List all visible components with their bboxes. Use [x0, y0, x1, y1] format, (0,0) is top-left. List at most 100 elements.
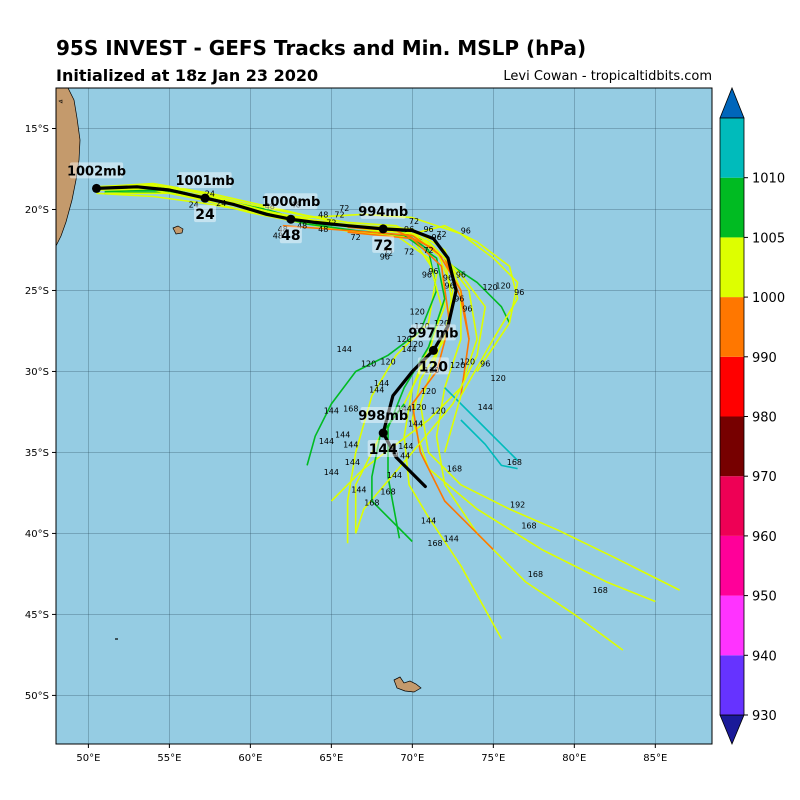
member-hour-label: 96 — [461, 227, 471, 236]
mean-track-labels: 1002mb1001mb241000mb48994mb72997mb120998… — [67, 162, 458, 458]
mean-hour-label: 24 — [195, 207, 215, 223]
mean-hour-label: 72 — [373, 238, 392, 254]
member-hour-label: 168 — [528, 570, 543, 579]
member-hour-label: 96 — [432, 233, 442, 242]
member-hour-label: 72 — [404, 248, 414, 257]
colorbar-segment — [720, 416, 744, 477]
member-hour-label: 120 — [434, 319, 449, 328]
mslp-colorbar: 930 940 950 960 970 980 990 1000 1005 1010 — [719, 86, 785, 746]
member-hour-label: 48 — [278, 225, 288, 234]
colorbar-segment — [720, 118, 744, 178]
colorbar-tick-label: 980 — [752, 411, 777, 426]
member-hour-label: 48 — [265, 202, 275, 211]
colorbar-tick-label: 1000 — [752, 291, 785, 306]
colorbar-segment — [720, 356, 744, 417]
member-hour-label: 48 — [297, 222, 307, 231]
colorbar-segment — [720, 237, 744, 298]
member-hour-label: 120 — [411, 403, 426, 412]
member-hour-label: 144 — [369, 385, 384, 394]
colorbar-segment — [720, 595, 744, 656]
longitude-axis: 50°E 55°E 60°E 65°E 70°E 75°E 80°E 85°E — [76, 744, 667, 764]
y-tick-label: 40°S — [25, 529, 49, 540]
member-hour-label: 24 — [216, 199, 226, 208]
mean-mslp-label: 1002mb — [67, 164, 126, 179]
mean-hour-label: 144 — [369, 442, 398, 458]
ensemble-member-track — [444, 387, 519, 462]
mslp-label-bg — [178, 172, 232, 189]
member-hour-label: 48 — [318, 225, 328, 234]
mean-mslp-label: 997mb — [408, 326, 458, 341]
hour-label-bg — [417, 357, 449, 375]
mslp-label-bg — [360, 407, 406, 424]
member-hour-label: 72 — [383, 249, 393, 258]
member-hour-label: 144 — [337, 345, 352, 354]
hour-label-bg — [279, 226, 302, 244]
member-hour-label: 144 — [408, 419, 423, 428]
member-hour-label: 72 — [339, 204, 349, 213]
colorbar-tick-label: 930 — [752, 709, 777, 724]
ensemble-member-track — [96, 182, 438, 544]
colorbar-tick-label: 940 — [752, 649, 777, 664]
mslp-label-bg — [69, 162, 124, 179]
member-hour-label: 120 — [410, 308, 425, 317]
member-hour-label: 120 — [397, 335, 412, 344]
colorbar-tick-label: 990 — [752, 351, 777, 366]
member-hour-label: 120 — [450, 361, 465, 370]
hour-label-bg — [372, 235, 395, 253]
mean-mslp-label: 1000mb — [261, 195, 320, 210]
mean-track-point — [378, 428, 388, 438]
mslp-label-bg — [360, 202, 406, 219]
mean-mslp-label: 1001mb — [175, 174, 234, 189]
x-tick-label: 75°E — [481, 753, 505, 764]
mean-track-point — [378, 224, 388, 234]
init-time: Initialized at 18z Jan 23 2020 — [56, 66, 319, 85]
ensemble-member-track — [347, 231, 494, 551]
member-hour-label: 120 — [380, 358, 395, 367]
ensemble-member-track — [96, 184, 486, 534]
mean-track-point — [91, 183, 101, 193]
y-tick-label: 45°S — [25, 610, 49, 621]
member-hour-label: 120 — [491, 374, 506, 383]
member-hour-label: 144 — [343, 440, 358, 449]
colorbar-tick-label: 970 — [752, 470, 777, 485]
member-hour-label: 120 — [482, 283, 497, 292]
member-hour-label: 144 — [351, 486, 366, 495]
member-hour-label: 120 — [414, 322, 429, 331]
chart-title: 95S INVEST - GEFS Tracks and Min. MSLP (… — [56, 36, 587, 60]
colorbar-tick-label: 950 — [752, 590, 777, 605]
member-hour-label: 144 — [397, 405, 412, 414]
x-tick-label: 80°E — [562, 753, 586, 764]
member-hour-label: 144 — [319, 437, 334, 446]
x-tick-label: 50°E — [76, 753, 100, 764]
mean-track-point — [286, 214, 296, 224]
colorbar-low-arrow — [719, 714, 745, 746]
mean-hour-label: 48 — [281, 228, 300, 244]
member-hour-label: 96 — [445, 282, 455, 291]
member-hour-label: 144 — [395, 452, 410, 461]
member-hour-label: 144 — [398, 442, 413, 451]
member-hour-label: 96 — [514, 288, 524, 297]
member-hour-label: 72 — [351, 233, 361, 242]
member-hour-label: 120 — [460, 358, 475, 367]
x-tick-label: 70°E — [400, 753, 424, 764]
member-hour-label: 168 — [507, 458, 522, 467]
colorbar-segment — [720, 655, 744, 715]
colorbar-high-arrow — [719, 86, 745, 119]
member-hour-label: 96 — [480, 359, 490, 368]
x-tick-label: 65°E — [319, 753, 343, 764]
mean-mslp-label: 994mb — [358, 205, 408, 220]
mean-mslp-label: 998mb — [358, 409, 408, 424]
y-tick-label: 15°S — [25, 124, 49, 135]
member-hour-label: 96 — [456, 270, 466, 279]
member-hour-label: 168 — [447, 465, 462, 474]
member-hour-label: 120 — [495, 282, 510, 291]
colorbar-tick-label: 1005 — [752, 231, 785, 246]
mean-track-point — [428, 345, 438, 355]
member-hour-label: 144 — [444, 534, 459, 543]
mean-track-line — [94, 185, 458, 489]
member-hour-label: 96 — [422, 270, 432, 279]
credit-label: Levi Cowan - tropicaltidbits.com — [503, 69, 712, 84]
member-hour-label: 120 — [424, 366, 439, 375]
member-hour-label: 72 — [423, 246, 433, 255]
